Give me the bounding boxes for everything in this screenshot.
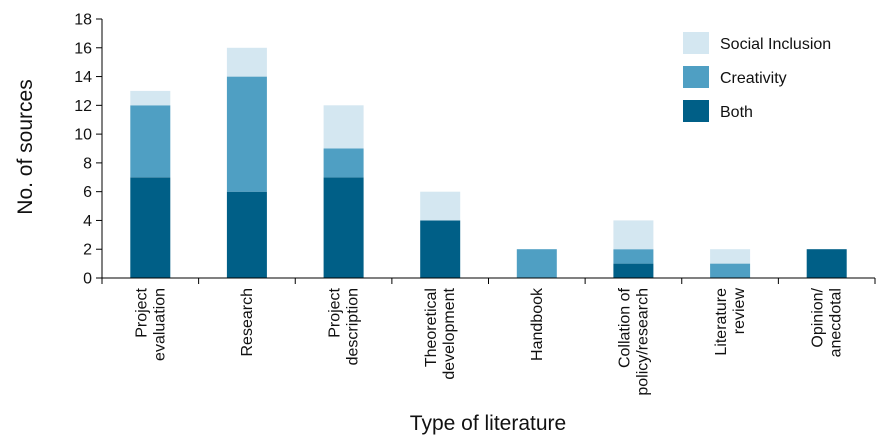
x-category-label: Project — [133, 287, 150, 337]
bar-social-inclusion-1 — [226, 47, 267, 77]
x-category-label: Literature — [713, 288, 730, 356]
bar-social-inclusion-0 — [130, 90, 171, 106]
bar-creativity-0 — [130, 105, 171, 178]
bar-both-3 — [420, 220, 461, 278]
x-category-label: anecdotal — [828, 288, 845, 357]
bar-creativity-4 — [516, 249, 557, 278]
legend-label: Both — [720, 104, 753, 121]
bars-layer — [130, 47, 847, 278]
x-category-label: Handbook — [529, 287, 546, 361]
x-category-label: Theoretical — [423, 288, 440, 367]
y-tick-label: 0 — [83, 271, 92, 288]
legend-swatch-social-inclusion — [683, 32, 709, 54]
y-tick-label: 18 — [74, 12, 92, 29]
bar-social-inclusion-5 — [613, 220, 654, 250]
legend-swatch-creativity — [683, 66, 709, 88]
bar-both-7 — [806, 249, 847, 278]
y-tick-label: 12 — [74, 98, 92, 115]
bar-both-5 — [613, 263, 654, 278]
x-category-label: policy/research — [634, 288, 651, 396]
legend-label: Creativity — [720, 70, 787, 87]
legend-label: Social Inclusion — [720, 36, 831, 53]
x-category-label: Collation of — [616, 287, 633, 368]
bar-social-inclusion-6 — [710, 249, 751, 264]
y-tick-label: 14 — [74, 69, 92, 86]
bar-both-2 — [323, 177, 364, 278]
legend-swatch-both — [683, 100, 709, 122]
x-category-label: Research — [239, 288, 256, 356]
bar-creativity-6 — [710, 263, 751, 278]
bar-creativity-1 — [226, 76, 267, 192]
y-tick-label: 8 — [83, 155, 92, 172]
legend: Social Inclusion Creativity Both — [683, 32, 831, 122]
x-category-label: evaluation — [151, 288, 168, 361]
y-tick-label: 16 — [74, 40, 92, 57]
bar-both-0 — [130, 177, 171, 278]
bar-creativity-2 — [323, 148, 364, 178]
bar-social-inclusion-3 — [420, 191, 461, 221]
x-category-label: development — [441, 287, 458, 379]
x-category-label: Opinion/ — [810, 287, 827, 347]
bar-social-inclusion-2 — [323, 105, 364, 149]
x-axis-title: Type of literature — [410, 412, 566, 435]
bar-creativity-5 — [613, 249, 654, 264]
x-category-label: description — [345, 288, 362, 365]
y-tick-label: 2 — [83, 242, 92, 259]
x-category-label: review — [731, 288, 748, 335]
x-category-label: Project — [327, 287, 344, 337]
y-tick-label: 10 — [74, 127, 92, 144]
y-tick-label: 4 — [83, 213, 92, 230]
y-axis-title: No. of sources — [14, 79, 37, 214]
y-tick-label: 6 — [83, 184, 92, 201]
bar-both-1 — [226, 191, 267, 278]
